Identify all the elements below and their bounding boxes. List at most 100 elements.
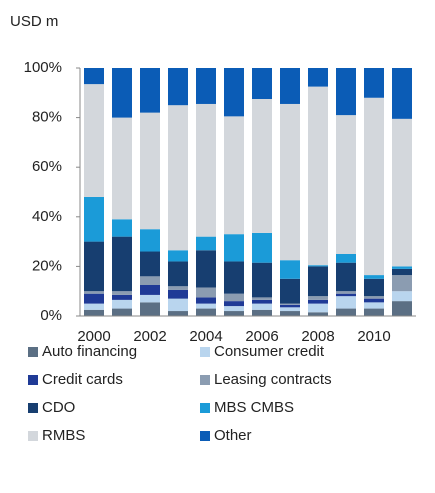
bar-segment bbox=[308, 68, 328, 87]
bar-segment bbox=[224, 68, 244, 117]
bar-segment bbox=[364, 275, 384, 279]
legend-swatch bbox=[200, 375, 210, 385]
bar-segment bbox=[364, 296, 384, 299]
y-tick-label: 60% bbox=[32, 158, 62, 175]
bar-segment bbox=[308, 266, 328, 297]
bar-segment bbox=[196, 68, 216, 104]
bar-segment bbox=[392, 118, 412, 267]
bar-segment bbox=[224, 261, 244, 294]
bar-segment bbox=[112, 291, 132, 295]
bar-segment bbox=[112, 68, 132, 118]
bar-segment bbox=[280, 103, 300, 261]
bar-segment bbox=[392, 301, 412, 316]
legend-swatch bbox=[28, 375, 38, 385]
bar-segment bbox=[364, 278, 384, 297]
bar-segment bbox=[252, 99, 272, 233]
bar-segment bbox=[84, 84, 104, 197]
legend-swatch bbox=[200, 403, 210, 413]
bar-segment bbox=[280, 278, 300, 304]
bar-segment bbox=[140, 229, 160, 252]
bar-segment bbox=[224, 116, 244, 235]
y-tick-label: 0% bbox=[40, 307, 62, 324]
legend-swatch bbox=[28, 403, 38, 413]
legend-swatch bbox=[200, 431, 210, 441]
legend-label: MBS CMBS bbox=[214, 399, 294, 416]
bar-segment bbox=[392, 291, 412, 302]
y-tick-label: 40% bbox=[32, 208, 62, 225]
bar-segment bbox=[84, 291, 104, 294]
bar-segment bbox=[280, 303, 300, 305]
bar-segment bbox=[84, 68, 104, 85]
bar-segment bbox=[308, 296, 328, 300]
bar-segment bbox=[280, 260, 300, 279]
bar-segment bbox=[336, 308, 356, 316]
bar-segment bbox=[252, 297, 272, 300]
bar-segment bbox=[140, 302, 160, 316]
bar-segment bbox=[252, 262, 272, 298]
bar-segment bbox=[140, 285, 160, 295]
bar-segment bbox=[336, 262, 356, 292]
bar-segment bbox=[84, 241, 104, 292]
bar-segment bbox=[252, 299, 272, 304]
y-tick-label: 80% bbox=[32, 109, 62, 126]
x-tick-label: 2000 bbox=[77, 328, 110, 345]
bar-segment bbox=[196, 236, 216, 251]
x-tick-label: 2008 bbox=[301, 328, 334, 345]
bar-segment bbox=[84, 196, 104, 242]
bar-segment bbox=[140, 112, 160, 230]
bar-segment bbox=[168, 261, 188, 287]
x-tick-label: 2002 bbox=[133, 328, 166, 345]
bar-segment bbox=[308, 303, 328, 313]
bar-segment bbox=[364, 298, 384, 303]
legend-swatch bbox=[28, 431, 38, 441]
bar-segment bbox=[336, 254, 356, 263]
bar-segment bbox=[168, 105, 188, 251]
bar-segment bbox=[112, 219, 132, 237]
legend-label: Other bbox=[214, 427, 252, 444]
bar-segment bbox=[168, 286, 188, 290]
bar-segment bbox=[112, 236, 132, 292]
bar-segment bbox=[196, 250, 216, 288]
bar-segment bbox=[140, 294, 160, 303]
bar-segment bbox=[364, 97, 384, 276]
y-axis-label: USD m bbox=[10, 13, 58, 30]
bar-segment bbox=[112, 299, 132, 309]
bar-segment bbox=[112, 294, 132, 300]
bar-segment bbox=[308, 299, 328, 304]
bar-segment bbox=[280, 304, 300, 308]
bar-segment bbox=[168, 311, 188, 316]
bar-segment bbox=[252, 309, 272, 316]
bar-segment bbox=[392, 268, 412, 276]
bar-segment bbox=[252, 232, 272, 263]
bar-segment bbox=[252, 303, 272, 310]
legend-label: RMBS bbox=[42, 427, 85, 444]
bar-segment bbox=[196, 308, 216, 316]
bar-segment bbox=[112, 117, 132, 220]
bar-segment bbox=[336, 296, 356, 309]
bar-segment bbox=[336, 68, 356, 116]
bar-segment bbox=[280, 311, 300, 316]
bar-segment bbox=[336, 115, 356, 255]
bar-segment bbox=[168, 298, 188, 312]
bar-segment bbox=[364, 308, 384, 316]
legend-label: Leasing contracts bbox=[214, 371, 332, 388]
bar-segment bbox=[112, 308, 132, 316]
bar-segment bbox=[140, 68, 160, 113]
bar-segment bbox=[224, 306, 244, 312]
bar-segment bbox=[224, 293, 244, 302]
bar-segment bbox=[196, 103, 216, 237]
bar-segment bbox=[84, 309, 104, 316]
bar-segment bbox=[392, 68, 412, 119]
bar-segment bbox=[392, 266, 412, 269]
legend-swatch bbox=[28, 347, 38, 357]
y-tick-label: 20% bbox=[32, 257, 62, 274]
bar-segment bbox=[196, 303, 216, 309]
y-tick-label: 100% bbox=[24, 59, 62, 76]
bar-segment bbox=[252, 68, 272, 99]
bar-segment bbox=[168, 68, 188, 106]
bar-segment bbox=[196, 287, 216, 298]
legend-label: Consumer credit bbox=[214, 343, 325, 360]
bar-segment bbox=[392, 275, 412, 292]
bar-segment bbox=[140, 276, 160, 285]
